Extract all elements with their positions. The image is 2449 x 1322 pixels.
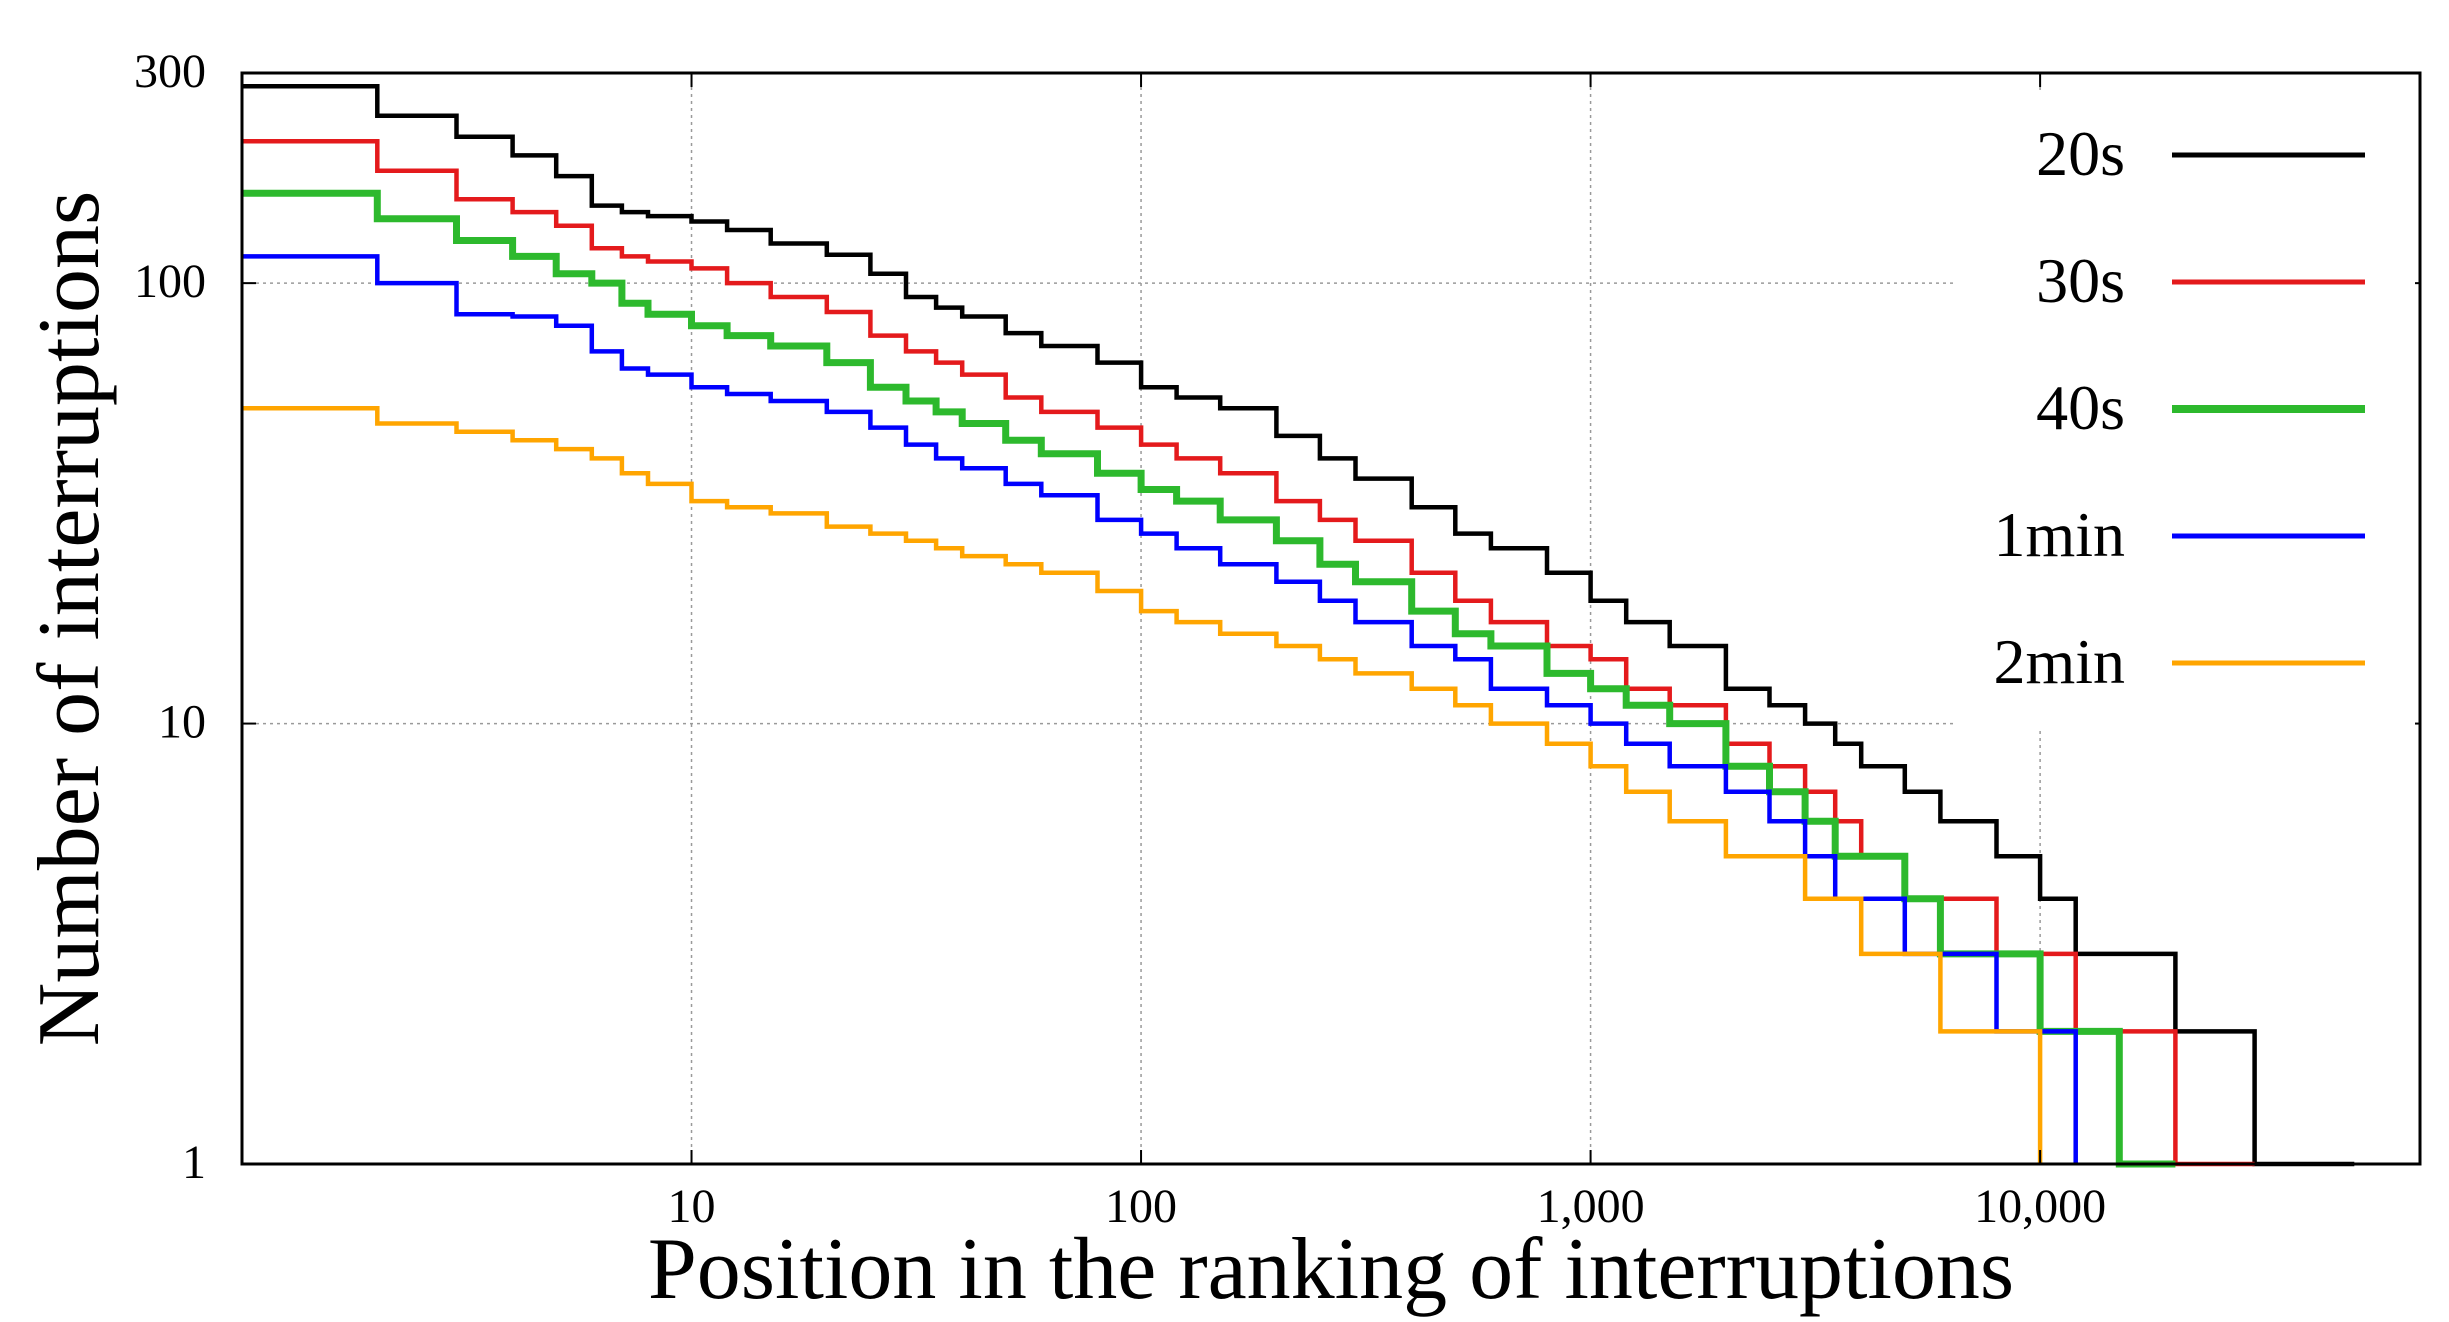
x-axis-label: Position in the ranking of interruptions: [648, 1221, 2014, 1318]
legend-label-1min: 1min: [1993, 499, 2125, 570]
x-tick-label: 100: [1105, 1180, 1177, 1233]
legend-label-40s: 40s: [2036, 372, 2125, 443]
y-tick-label: 300: [134, 45, 206, 98]
y-axis-label: Number of interruptions: [21, 191, 118, 1046]
ticks: 10 100 1,000 10,000 1 10 100 300: [134, 45, 2420, 1233]
y-tick-label: 10: [158, 696, 206, 749]
legend: 20s 30s 40s 1min 2min: [1955, 90, 2415, 730]
x-tick-label: 10: [668, 1180, 716, 1233]
x-tick-label: 10,000: [1974, 1180, 2106, 1233]
legend-label-2min: 2min: [1993, 626, 2125, 697]
legend-label-20s: 20s: [2036, 118, 2125, 189]
x-tick-label: 1,000: [1537, 1180, 1645, 1233]
series-layer: [242, 83, 2355, 1168]
series-40s-line: [242, 189, 2176, 1168]
series-20s-line: [242, 83, 2355, 1167]
y-tick-label: 1: [182, 1136, 206, 1189]
series-2min-line: [242, 405, 2043, 1164]
legend-label-30s: 30s: [2036, 245, 2125, 316]
series-1min-line: [242, 254, 2078, 1164]
y-tick-label: 100: [134, 255, 206, 308]
series-30s-line: [242, 138, 2255, 1167]
plot-frame: [240, 71, 2422, 1166]
